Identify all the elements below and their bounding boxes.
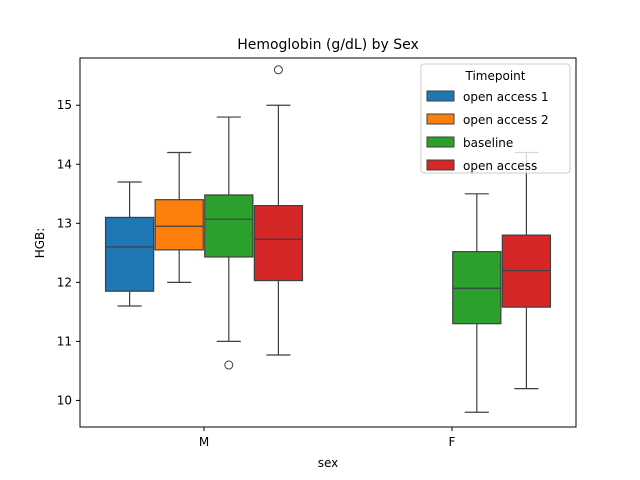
box-baseline-F	[452, 193, 502, 413]
y-tick-label: 11	[57, 334, 72, 348]
box-baseline-M	[204, 116, 254, 370]
legend-item: open access 2	[426, 113, 549, 127]
legend-label: open access 1	[463, 90, 549, 104]
box-iqr	[204, 194, 254, 258]
legend-swatch	[426, 90, 455, 102]
legend-item: open access	[426, 159, 537, 173]
legend-label: baseline	[463, 136, 513, 150]
plot-frame	[79, 57, 577, 428]
legend-label: open access 2	[463, 113, 549, 127]
y-tick-label: 10	[57, 393, 72, 407]
box-open-access-F	[501, 151, 552, 390]
legend-title: Timepoint	[465, 69, 526, 83]
legend-swatch	[426, 136, 455, 148]
outlier-point	[224, 360, 234, 370]
box-series	[104, 65, 552, 413]
legend-swatch	[426, 113, 455, 125]
y-axis: 10 11 12 13 14 15	[57, 98, 80, 407]
legend-swatch	[426, 159, 455, 171]
legend-item: baseline	[426, 136, 513, 150]
x-tick-label: M	[199, 435, 209, 449]
box-iqr	[253, 205, 304, 282]
legend: Timepoint open access 1 open access 2 basel…	[420, 63, 571, 174]
chart-title: Hemoglobin (g/dL) by Sex	[237, 37, 419, 53]
x-tick-label: F	[449, 435, 456, 449]
box-open-access-2-M	[154, 151, 204, 283]
legend-frame	[420, 63, 571, 174]
y-tick-label: 15	[57, 98, 72, 112]
box-iqr	[154, 199, 204, 251]
box-open-access-M	[253, 65, 304, 356]
outlier-point	[273, 65, 283, 75]
legend-label: open access	[463, 159, 537, 173]
box-open-access-1-M	[104, 181, 155, 307]
x-axis-label: sex	[318, 456, 339, 470]
y-axis-label: HGB:	[33, 228, 47, 259]
y-tick-label: 14	[57, 157, 72, 171]
y-tick-label: 13	[57, 216, 72, 230]
y-tick-label: 12	[57, 275, 72, 289]
plot-area	[79, 57, 577, 428]
legend-item: open access 1	[426, 90, 549, 104]
box-iqr	[104, 216, 155, 292]
